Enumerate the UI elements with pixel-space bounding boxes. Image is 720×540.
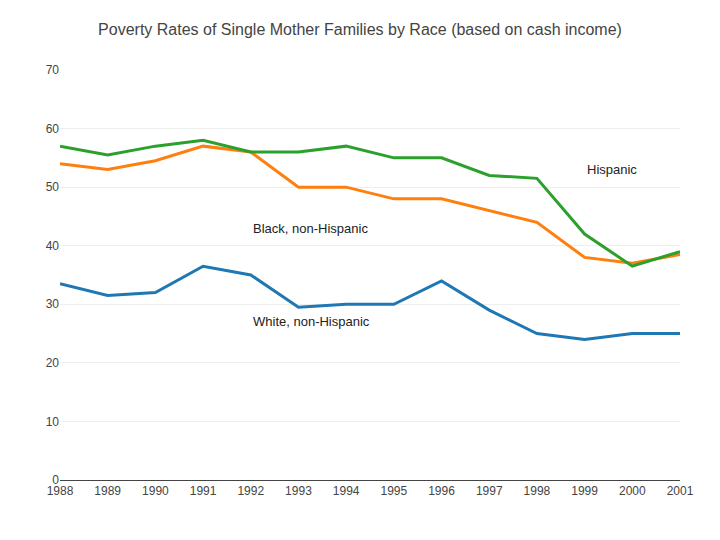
- svg-text:Poverty Rates of Single Mother: Poverty Rates of Single Mother Families …: [98, 21, 622, 38]
- svg-text:30: 30: [46, 297, 60, 311]
- svg-text:70: 70: [46, 63, 60, 77]
- svg-text:40: 40: [46, 239, 60, 253]
- svg-text:20: 20: [46, 356, 60, 370]
- svg-text:1993: 1993: [285, 484, 312, 498]
- svg-text:White, non-Hispanic: White, non-Hispanic: [253, 314, 370, 329]
- svg-text:60: 60: [46, 122, 60, 136]
- svg-text:2001: 2001: [667, 484, 694, 498]
- svg-text:1999: 1999: [571, 484, 598, 498]
- svg-text:1996: 1996: [428, 484, 455, 498]
- svg-text:1994: 1994: [333, 484, 360, 498]
- svg-text:1990: 1990: [142, 484, 169, 498]
- svg-text:1995: 1995: [380, 484, 407, 498]
- svg-text:1992: 1992: [237, 484, 264, 498]
- svg-text:Black, non-Hispanic: Black, non-Hispanic: [253, 221, 368, 236]
- svg-text:0: 0: [52, 473, 59, 487]
- svg-text:1997: 1997: [476, 484, 503, 498]
- svg-text:1998: 1998: [524, 484, 551, 498]
- svg-text:1989: 1989: [94, 484, 121, 498]
- svg-text:1988: 1988: [47, 484, 74, 498]
- svg-text:2000: 2000: [619, 484, 646, 498]
- svg-text:50: 50: [46, 180, 60, 194]
- svg-text:10: 10: [46, 415, 60, 429]
- svg-text:Hispanic: Hispanic: [587, 162, 637, 177]
- svg-text:1991: 1991: [190, 484, 217, 498]
